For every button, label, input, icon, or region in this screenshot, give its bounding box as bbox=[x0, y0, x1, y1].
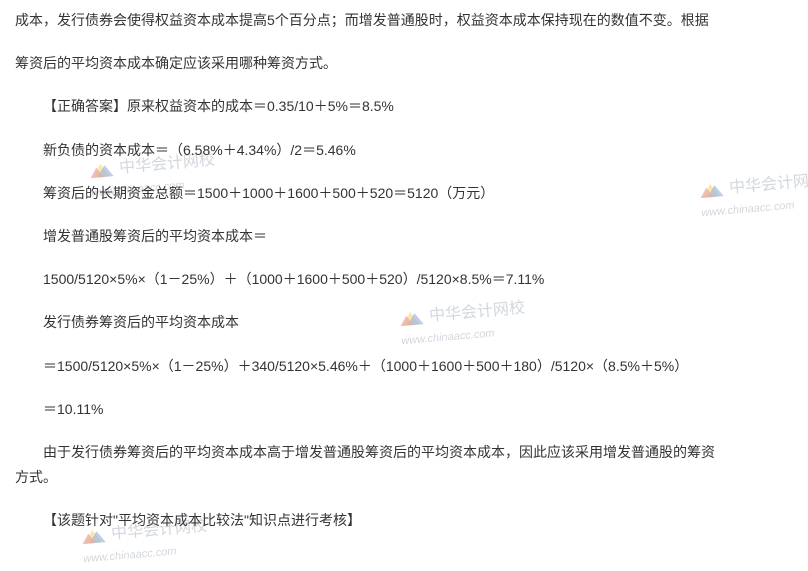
bond-avg-label: 发行债券筹资后的平均资本成本 bbox=[15, 310, 793, 335]
conclusion-line-2: 方式。 bbox=[15, 465, 793, 490]
stock-avg-calc: 1500/5120×5%×（1－25%）＋（1000＋1600＋500＋520）… bbox=[15, 267, 793, 292]
stock-avg-label: 增发普通股筹资后的平均资本成本＝ bbox=[15, 224, 793, 249]
answer-label: 【正确答案】原来权益资本的成本＝0.35/10＋5%＝8.5% bbox=[15, 94, 793, 119]
conclusion-line-1: 由于发行债券筹资后的平均资本成本高于增发普通股筹资后的平均资本成本，因此应该采用… bbox=[15, 440, 793, 465]
knowledge-note: 【该题针对"平均资本成本比较法"知识点进行考核】 bbox=[15, 508, 793, 533]
bond-result: ＝10.11% bbox=[15, 397, 793, 422]
bond-avg-calc: ＝1500/5120×5%×（1－25%）＋340/5120×5.46%＋（10… bbox=[15, 354, 793, 379]
intro-line-1: 成本，发行债券会使得权益资本成本提高5个百分点；而增发普通股时，权益资本成本保持… bbox=[15, 8, 793, 33]
intro-line-2: 筹资后的平均资本成本确定应该采用哪种筹资方式。 bbox=[15, 51, 793, 76]
new-debt-cost: 新负债的资本成本＝（6.58%＋4.34%）/2＝5.46% bbox=[15, 138, 793, 163]
total-fund: 筹资后的长期资金总额＝1500＋1000＋1600＋500＋520＝5120（万… bbox=[15, 181, 793, 206]
